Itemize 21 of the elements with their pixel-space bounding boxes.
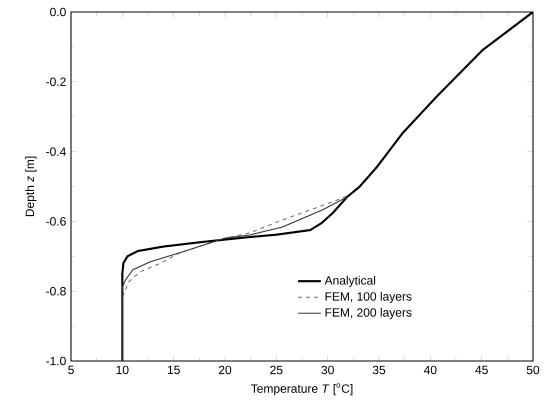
x-tick-label: 45	[475, 366, 488, 374]
x-tick-label: 15	[168, 366, 180, 374]
x-tick-label: 50	[526, 366, 540, 374]
y-tick-label: 0.0	[50, 8, 66, 16]
y-tick-label: -0.2	[46, 78, 66, 86]
x-tick-label: 40	[424, 366, 437, 374]
x-tick-label: 10	[116, 366, 129, 374]
x-tick-label: 20	[218, 366, 232, 374]
y-tick-label: -1.0	[46, 356, 66, 366]
y-axis-title: Depth z [m]	[25, 156, 36, 216]
y-tick-label: -0.8	[46, 286, 66, 296]
legend-label: Analytical	[324, 276, 376, 288]
x-tick-label: 5	[68, 366, 74, 374]
y-tick-label: -0.6	[46, 217, 66, 226]
legend-label: FEM, 200 layers	[326, 308, 412, 320]
x-axis-title: Temperature T [$^{o}$C]	[251, 383, 352, 396]
x-tick-label: 35	[372, 366, 386, 374]
x-tick-label: 25	[270, 366, 282, 374]
y-tick-label: -0.4	[46, 147, 66, 156]
legend-label: FEM, 100 layers	[326, 292, 412, 304]
x-tick-label: 30	[321, 366, 334, 374]
